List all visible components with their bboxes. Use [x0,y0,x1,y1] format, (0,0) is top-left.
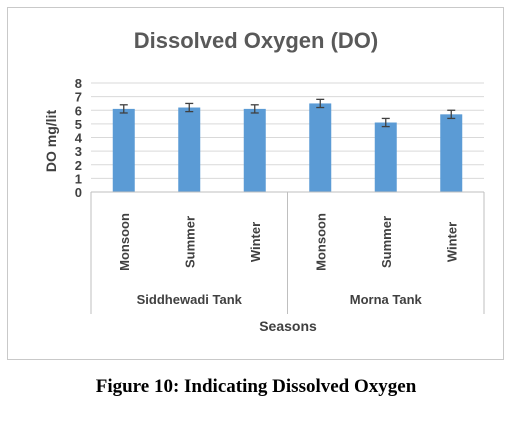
y-tick-label: 1 [75,171,82,186]
category-label: Monsoon [117,213,132,271]
category-label: Summer [379,216,394,268]
y-tick-label: 4 [75,131,83,146]
y-tick-label: 8 [75,76,82,91]
category-label: Monsoon [313,213,328,271]
y-tick-label: 0 [75,185,82,200]
bar [178,107,201,192]
bar [309,103,332,192]
y-axis-label: DO mg/lit [43,110,59,173]
y-tick-label: 5 [75,117,82,132]
category-label: Summer [182,216,197,268]
bar [440,114,463,192]
y-tick-label: 7 [75,90,82,105]
group-label: Morna Tank [350,292,423,307]
group-label: Siddhewadi Tank [137,292,243,307]
category-label: Winter [248,222,263,262]
bar [374,122,397,192]
bar [243,108,266,192]
y-tick-label: 2 [75,158,82,173]
x-axis-label: Seasons [259,318,317,334]
y-tick-label: 3 [75,144,82,159]
chart-title: Dissolved Oxygen (DO) [134,28,379,53]
y-tick-label: 6 [75,103,82,118]
category-label: Winter [444,222,459,262]
figure-caption: Figure 10: Indicating Dissolved Oxygen [95,376,417,397]
bar [112,108,135,192]
